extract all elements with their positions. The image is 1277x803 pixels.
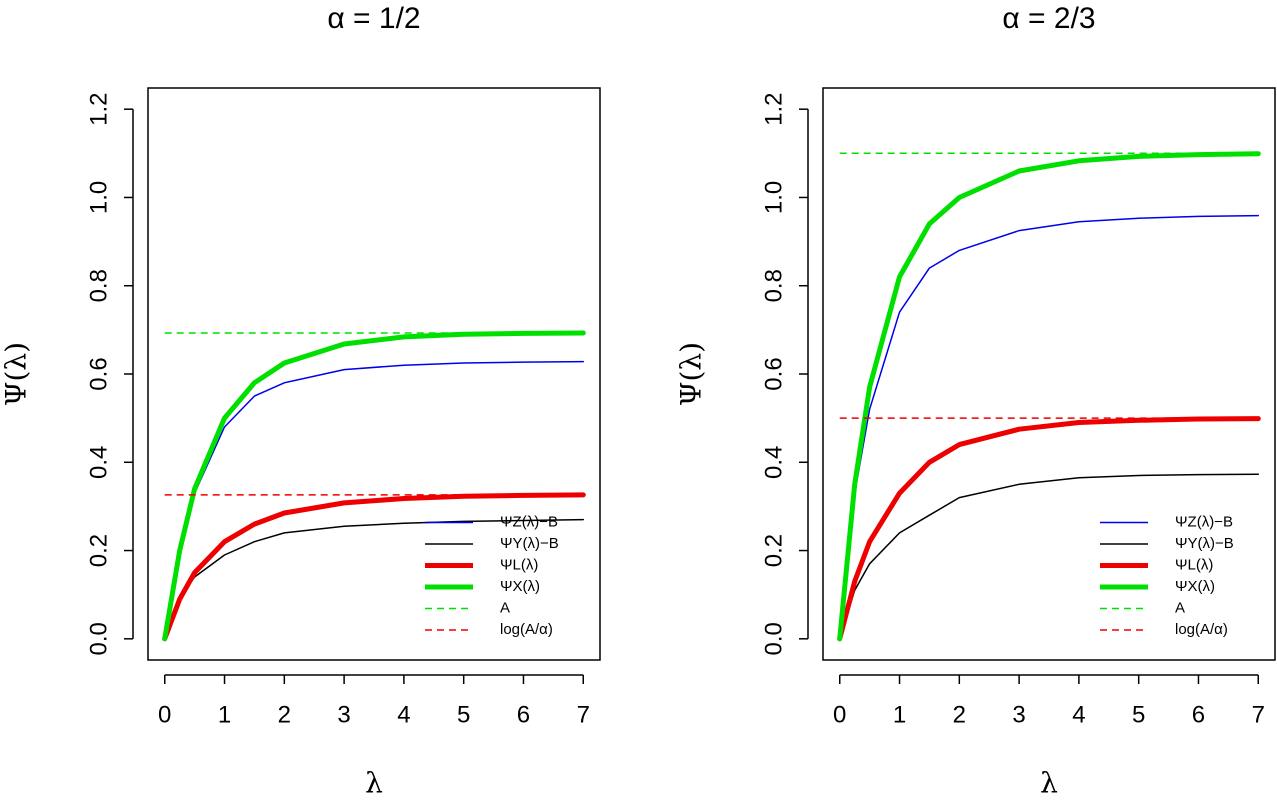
x-tick-label: 4 — [1072, 701, 1085, 728]
chart-title: α = 2/3 — [1002, 2, 1095, 35]
legend-label: ΨZ(λ)−B — [1175, 513, 1233, 530]
series-line — [162, 492, 586, 642]
y-axis-label: Ψ(λ) — [675, 342, 708, 406]
y-tick-label: 0.8 — [760, 269, 787, 302]
series-line — [162, 330, 586, 642]
legend-label: A — [500, 599, 510, 616]
x-tick-label: 6 — [1192, 701, 1205, 728]
x-tick-label: 6 — [517, 701, 530, 728]
y-axis-label: Ψ(λ) — [0, 342, 33, 406]
y-tick-label: 0.2 — [760, 534, 787, 567]
legend-label: log(A/α) — [500, 621, 553, 638]
x-tick-label: 0 — [833, 701, 846, 728]
y-tick-label: 0.0 — [760, 622, 787, 655]
legend-label: ΨY(λ)−B — [1175, 535, 1234, 552]
series-line — [837, 416, 1261, 642]
series-line — [837, 151, 1261, 642]
y-tick-label: 0.6 — [760, 357, 787, 390]
y-tick-label: 0.0 — [85, 622, 112, 655]
plot-frame — [822, 87, 1276, 661]
x-tick-label: 2 — [953, 701, 966, 728]
x-tick-label: 1 — [893, 701, 906, 728]
x-tick-label: 7 — [1252, 701, 1265, 728]
y-tick-label: 1.2 — [760, 92, 787, 125]
x-tick-label: 3 — [337, 701, 350, 728]
y-tick-label: 1.0 — [760, 181, 787, 214]
legend-label: ΨZ(λ)−B — [500, 513, 558, 530]
legend-label: A — [1175, 599, 1185, 616]
x-tick-label: 3 — [1012, 701, 1025, 728]
x-tick-label: 7 — [577, 701, 590, 728]
legend-label: ΨX(λ) — [1175, 578, 1215, 595]
x-axis-label: λ — [365, 767, 383, 799]
legend-label: ΨX(λ) — [500, 578, 540, 595]
x-axis-label: λ — [1040, 767, 1058, 799]
y-tick-label: 1.0 — [85, 181, 112, 214]
legend-label: log(A/α) — [1175, 621, 1228, 638]
series-line — [838, 473, 1260, 640]
y-tick-label: 0.8 — [85, 269, 112, 302]
y-tick-label: 1.2 — [85, 92, 112, 125]
x-tick-label: 4 — [397, 701, 410, 728]
chart-title: α = 1/2 — [327, 2, 420, 35]
plot-frame — [147, 87, 601, 661]
series-line — [838, 214, 1260, 640]
y-tick-label: 0.4 — [760, 446, 787, 479]
x-tick-label: 1 — [218, 701, 231, 728]
legend-label: ΨL(λ) — [500, 556, 538, 573]
y-tick-label: 0.4 — [85, 446, 112, 479]
legend-label: ΨL(λ) — [1175, 556, 1213, 573]
x-tick-label: 2 — [278, 701, 291, 728]
x-tick-label: 0 — [158, 701, 171, 728]
x-tick-label: 5 — [457, 701, 470, 728]
legend-label: ΨY(λ)−B — [500, 535, 559, 552]
x-tick-label: 5 — [1132, 701, 1145, 728]
y-tick-label: 0.2 — [85, 534, 112, 567]
y-tick-label: 0.6 — [85, 357, 112, 390]
